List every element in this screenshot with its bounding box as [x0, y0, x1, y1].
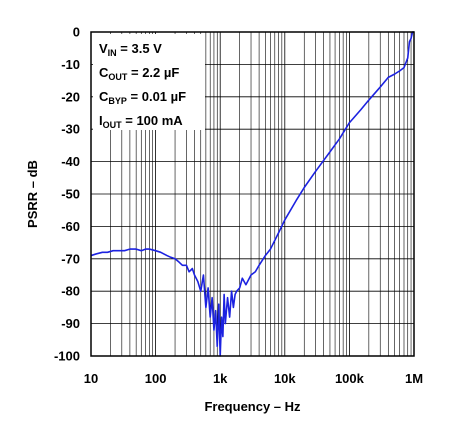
y-tick-label: -30 — [61, 122, 80, 137]
x-tick-label: 10 — [84, 371, 98, 386]
y-tick-label: -70 — [61, 251, 80, 266]
annotation-background — [93, 34, 205, 130]
y-tick-label: -80 — [61, 284, 80, 299]
annotation-line: VIN = 3.5 V — [99, 41, 162, 58]
y-tick-label: -100 — [54, 349, 80, 364]
x-tick-labels: 10 100 1k 10k 100k 1M — [84, 371, 423, 386]
annotation-line: CBYP = 0.01 µF — [99, 89, 186, 106]
y-tick-label: -40 — [61, 154, 80, 169]
y-tick-label: -20 — [61, 89, 80, 104]
y-tick-label: -60 — [61, 219, 80, 234]
y-tick-label: -10 — [61, 57, 80, 72]
y-tick-label: -50 — [61, 187, 80, 202]
y-tick-labels: 0 -10 -20 -30 -40 -50 -60 -70 -80 -90 -100 — [54, 25, 80, 364]
plot-frame — [90, 31, 415, 357]
x-tick-label: 100k — [335, 371, 365, 386]
annotation-line: IOUT = 100 mA — [99, 113, 183, 130]
x-tick-label: 100 — [145, 371, 167, 386]
series-layer — [90, 31, 414, 357]
psrr-series-line — [90, 31, 414, 357]
y-tick-label: -90 — [61, 316, 80, 331]
annotation-line: COUT = 2.2 µF — [99, 65, 179, 82]
x-tick-label: 1k — [213, 371, 228, 386]
y-axis-title: PSRR – dB — [25, 160, 40, 228]
x-tick-label: 1M — [405, 371, 423, 386]
annotation-box: VIN = 3.5 V COUT = 2.2 µF CBYP = 0.01 µF IO… — [93, 34, 205, 130]
x-tick-label: 10k — [274, 371, 296, 386]
x-axis-title: Frequency – Hz — [204, 399, 301, 414]
y-tick-label: 0 — [73, 25, 80, 40]
